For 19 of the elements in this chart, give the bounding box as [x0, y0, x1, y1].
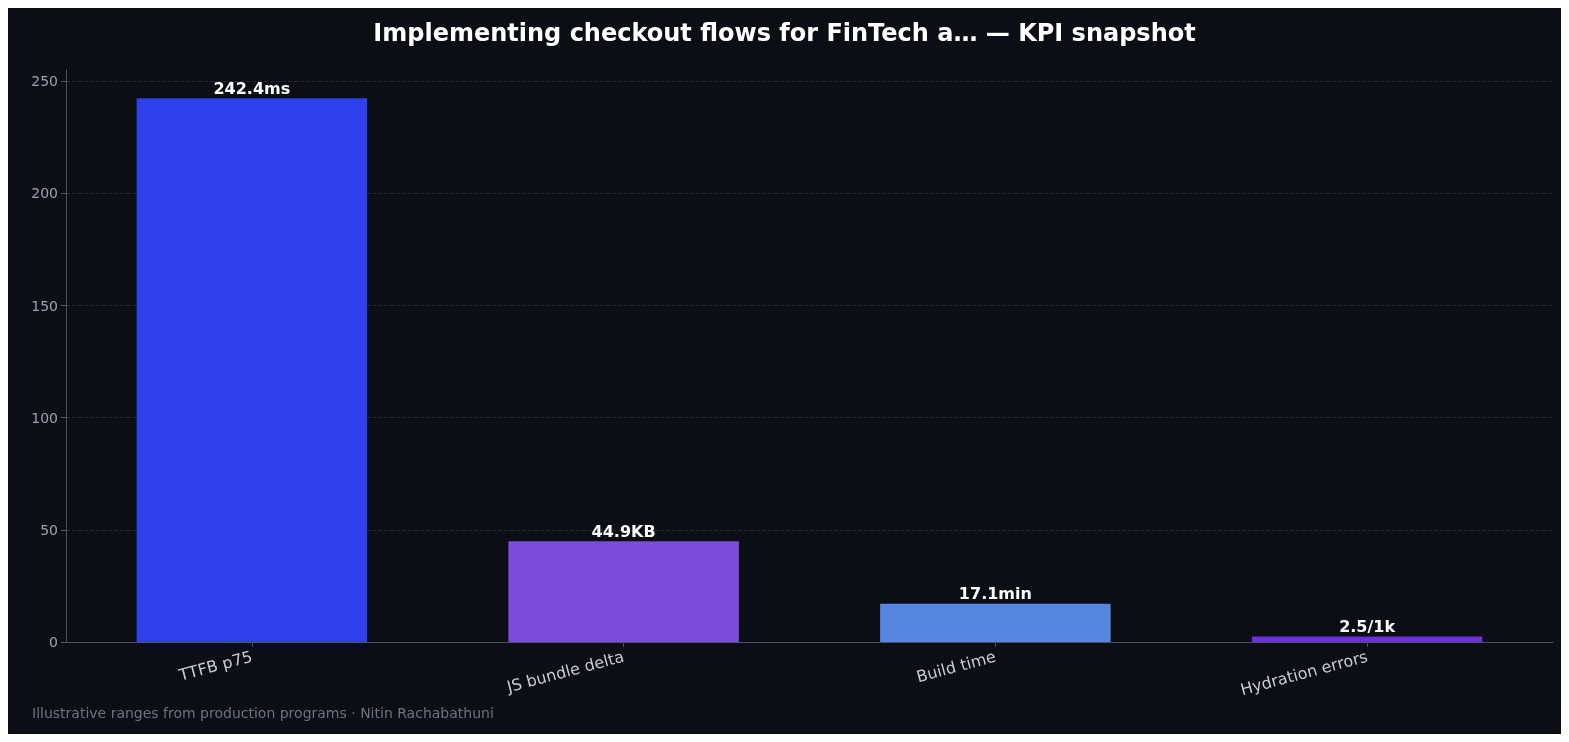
- y-tick-label: 150: [31, 297, 58, 314]
- y-tick-label: 250: [31, 73, 58, 90]
- y-tick-label: 200: [31, 185, 58, 202]
- data-label: 242.4ms: [213, 78, 291, 98]
- y-tick-label: 0: [49, 634, 58, 650]
- text: Illustrative ranges from production programs · Nitin Rachabathuni: [32, 705, 494, 721]
- y-tick-label: 100: [31, 409, 58, 426]
- x-tick-label: Build time: [914, 646, 998, 687]
- bar: [136, 98, 368, 642]
- x-tick-label: JS bundle delta: [503, 646, 627, 697]
- bar: [1251, 636, 1483, 642]
- data-label: 17.1min: [958, 584, 1032, 604]
- data-label: 44.9KB: [591, 521, 656, 541]
- bar: [508, 541, 739, 642]
- y-tick-label: 50: [40, 521, 58, 538]
- x-tick-label: TTFB p75: [175, 646, 255, 685]
- chart-title: Implementing checkout flows for FinTech a… — KPI snapshot: [373, 19, 1196, 47]
- data-label: 2.5/1k: [1339, 616, 1396, 636]
- bar: [880, 603, 1111, 642]
